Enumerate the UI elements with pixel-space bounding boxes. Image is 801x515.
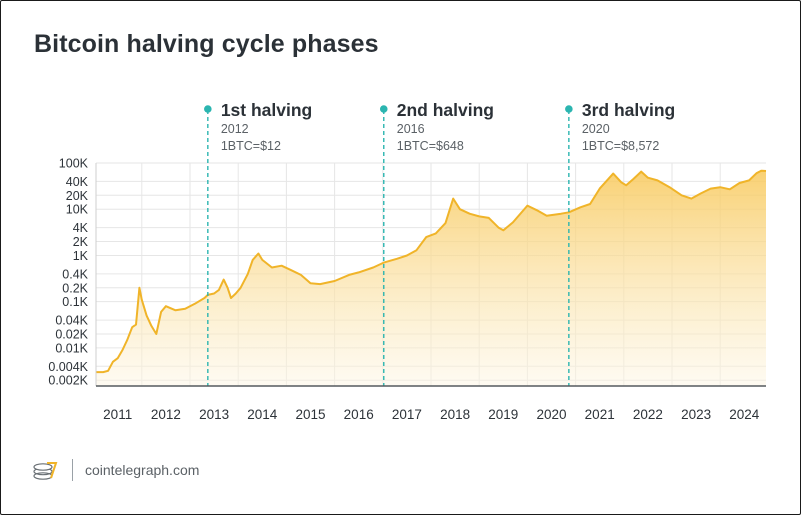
y-tick-label: 100K bbox=[59, 157, 89, 171]
x-tick-label: 2020 bbox=[536, 407, 566, 422]
footer: cointelegraph.com bbox=[32, 456, 199, 484]
footer-brand: cointelegraph.com bbox=[85, 462, 200, 478]
x-tick-label: 2013 bbox=[199, 407, 229, 422]
footer-divider bbox=[72, 459, 73, 481]
y-tick-label: 4K bbox=[73, 221, 89, 235]
x-tick-label: 2014 bbox=[247, 407, 278, 422]
chart-title: Bitcoin halving cycle phases bbox=[34, 30, 379, 58]
halving-dot bbox=[204, 105, 212, 113]
x-tick-label: 2022 bbox=[633, 407, 663, 422]
halving-year: 2012 bbox=[221, 122, 249, 136]
y-tick-label: 10K bbox=[66, 203, 89, 217]
y-tick-label: 0.04K bbox=[55, 314, 88, 328]
x-tick-label: 2021 bbox=[585, 407, 615, 422]
halving-markers: 1st halving 2012 1BTC=$12 2nd halving 2016 1B… bbox=[204, 100, 675, 386]
halving-price: 1BTC=$12 bbox=[221, 139, 281, 153]
y-tick-label: 0.01K bbox=[55, 341, 88, 355]
x-tick-label: 2011 bbox=[103, 407, 132, 422]
halving-year: 2016 bbox=[397, 122, 425, 136]
y-tick-label: 40K bbox=[66, 175, 89, 189]
halving-label: 3rd halving bbox=[582, 100, 675, 120]
x-tick-label: 2023 bbox=[681, 407, 711, 422]
y-tick-label: 2K bbox=[73, 235, 89, 249]
halving-dot bbox=[379, 105, 388, 113]
halving-label: 1st halving bbox=[221, 100, 312, 120]
x-tick-label: 2017 bbox=[392, 407, 422, 422]
x-tick-label: 2016 bbox=[344, 407, 374, 422]
price-line bbox=[96, 169, 767, 374]
y-tick-label: 0.004K bbox=[48, 360, 88, 374]
y-tick-label: 0.1K bbox=[62, 295, 88, 309]
x-tick-label: 2012 bbox=[151, 407, 181, 422]
cointelegraph-coins-icon bbox=[33, 462, 58, 480]
y-tick-label: 0.4K bbox=[62, 267, 88, 281]
price-area-layer bbox=[96, 169, 767, 386]
halving-price: 1BTC=$648 bbox=[397, 139, 464, 153]
x-tick-label: 2018 bbox=[440, 407, 470, 422]
y-tick-label: 1K bbox=[73, 249, 89, 263]
x-tick-label: 2015 bbox=[295, 407, 325, 422]
y-tick-label: 0.002K bbox=[48, 374, 88, 388]
x-tick-label: 2024 bbox=[729, 407, 760, 422]
y-tick-label: 20K bbox=[66, 189, 89, 203]
halving-price: 1BTC=$8,572 bbox=[582, 139, 660, 153]
y-tick-label: 0.2K bbox=[62, 281, 88, 295]
halving-dot bbox=[565, 105, 573, 113]
halving-year: 2020 bbox=[582, 122, 610, 136]
x-tick-label: 2019 bbox=[488, 407, 518, 422]
halving-label: 2nd halving bbox=[397, 100, 494, 120]
y-tick-label: 0.02K bbox=[55, 327, 88, 341]
price-area bbox=[96, 170, 766, 386]
